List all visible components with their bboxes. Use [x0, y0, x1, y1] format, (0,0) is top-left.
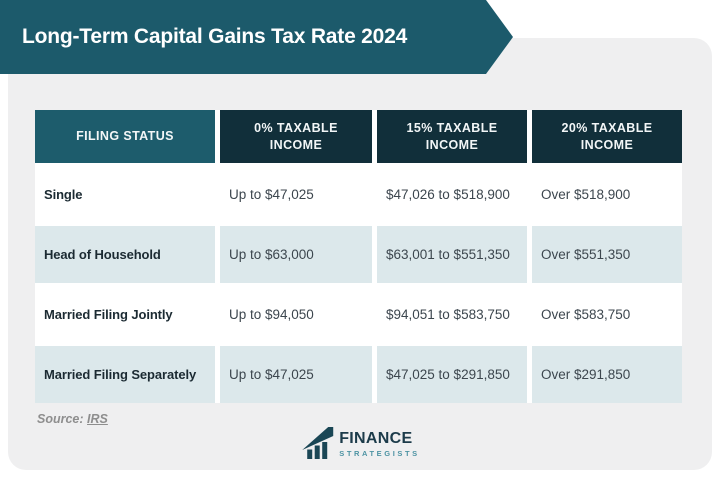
tax-rate-table: FILING STATUS 0% TAXABLE INCOME 15% TAXA…: [35, 110, 682, 403]
column-header-filing-status: FILING STATUS: [35, 110, 215, 163]
source-irs-link[interactable]: IRS: [87, 412, 108, 426]
row-married-separately-15-percent: $47,025 to $291,850: [377, 346, 527, 403]
row-married-jointly-20-percent: Over $583,750: [532, 286, 682, 343]
logo-strategists-text: STRATEGISTS: [339, 449, 420, 458]
page-title: Long-Term Capital Gains Tax Rate 2024: [22, 25, 408, 48]
row-head-of-household-filing-status: Head of Household: [35, 226, 215, 283]
row-single-0-percent: Up to $47,025: [220, 166, 372, 223]
row-married-separately-0-percent: Up to $47,025: [220, 346, 372, 403]
row-single-filing-status: Single: [35, 166, 215, 223]
source-note: Source: IRS: [37, 412, 108, 426]
bar-chart-roof-logo-icon: [300, 424, 334, 465]
row-single-15-percent: $47,026 to $518,900: [377, 166, 527, 223]
row-married-jointly-filing-status: Married Filing Jointly: [35, 286, 215, 343]
row-married-jointly-15-percent: $94,051 to $583,750: [377, 286, 527, 343]
row-married-separately-20-percent: Over $291,850: [532, 346, 682, 403]
logo-finance-text: FINANCE: [339, 430, 413, 447]
row-single-20-percent: Over $518,900: [532, 166, 682, 223]
title-banner: Long-Term Capital Gains Tax Rate 2024: [0, 0, 513, 74]
column-header-0-percent: 0% TAXABLE INCOME: [220, 110, 372, 163]
source-label: Source:: [37, 412, 84, 426]
column-header-15-percent: 15% TAXABLE INCOME: [377, 110, 527, 163]
row-married-separately-filing-status: Married Filing Separately: [35, 346, 215, 403]
logo-wordmark: FINANCE STRATEGISTS: [339, 430, 420, 459]
row-head-of-household-20-percent: Over $551,350: [532, 226, 682, 283]
column-header-20-percent: 20% TAXABLE INCOME: [532, 110, 682, 163]
row-married-jointly-0-percent: Up to $94,050: [220, 286, 372, 343]
row-head-of-household-0-percent: Up to $63,000: [220, 226, 372, 283]
row-head-of-household-15-percent: $63,001 to $551,350: [377, 226, 527, 283]
finance-strategists-logo: FINANCE STRATEGISTS: [300, 424, 420, 465]
